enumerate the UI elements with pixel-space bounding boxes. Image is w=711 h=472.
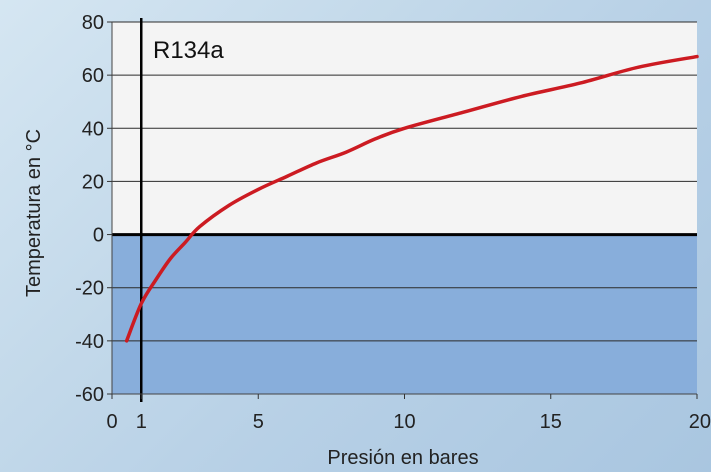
y-axis-title: Temperatura en °C xyxy=(23,129,45,297)
x-tick-label: 20 xyxy=(689,411,711,433)
y-tick-label: 40 xyxy=(82,118,104,140)
x-tick-labels: 0 1 5 10 15 20 xyxy=(106,394,711,433)
x-axis-title: Presión en bares xyxy=(327,447,478,469)
x-tick-label: 10 xyxy=(393,411,415,433)
series-line-r134a xyxy=(124,54,699,343)
y-tick-label: 80 xyxy=(82,12,104,34)
x-tick-label: 5 xyxy=(253,411,264,433)
y-tick-label: -20 xyxy=(75,278,104,300)
y-tick-label: -40 xyxy=(75,331,104,353)
y-tick-label: 20 xyxy=(82,171,104,193)
series-label: R134a xyxy=(153,37,224,64)
y-tick-label: 60 xyxy=(82,65,104,87)
plot-area-below-zero xyxy=(112,234,697,394)
y-tick-labels: 80 60 40 20 0 -20 -40 -60 xyxy=(75,12,112,406)
y-tick-label: -60 xyxy=(75,384,104,406)
series-group xyxy=(124,54,699,343)
y-tick-label: 0 xyxy=(93,225,104,247)
x-tick-label: 1 xyxy=(136,411,147,433)
x-tick-label: 0 xyxy=(106,411,117,433)
x-tick-label: 15 xyxy=(540,411,562,433)
